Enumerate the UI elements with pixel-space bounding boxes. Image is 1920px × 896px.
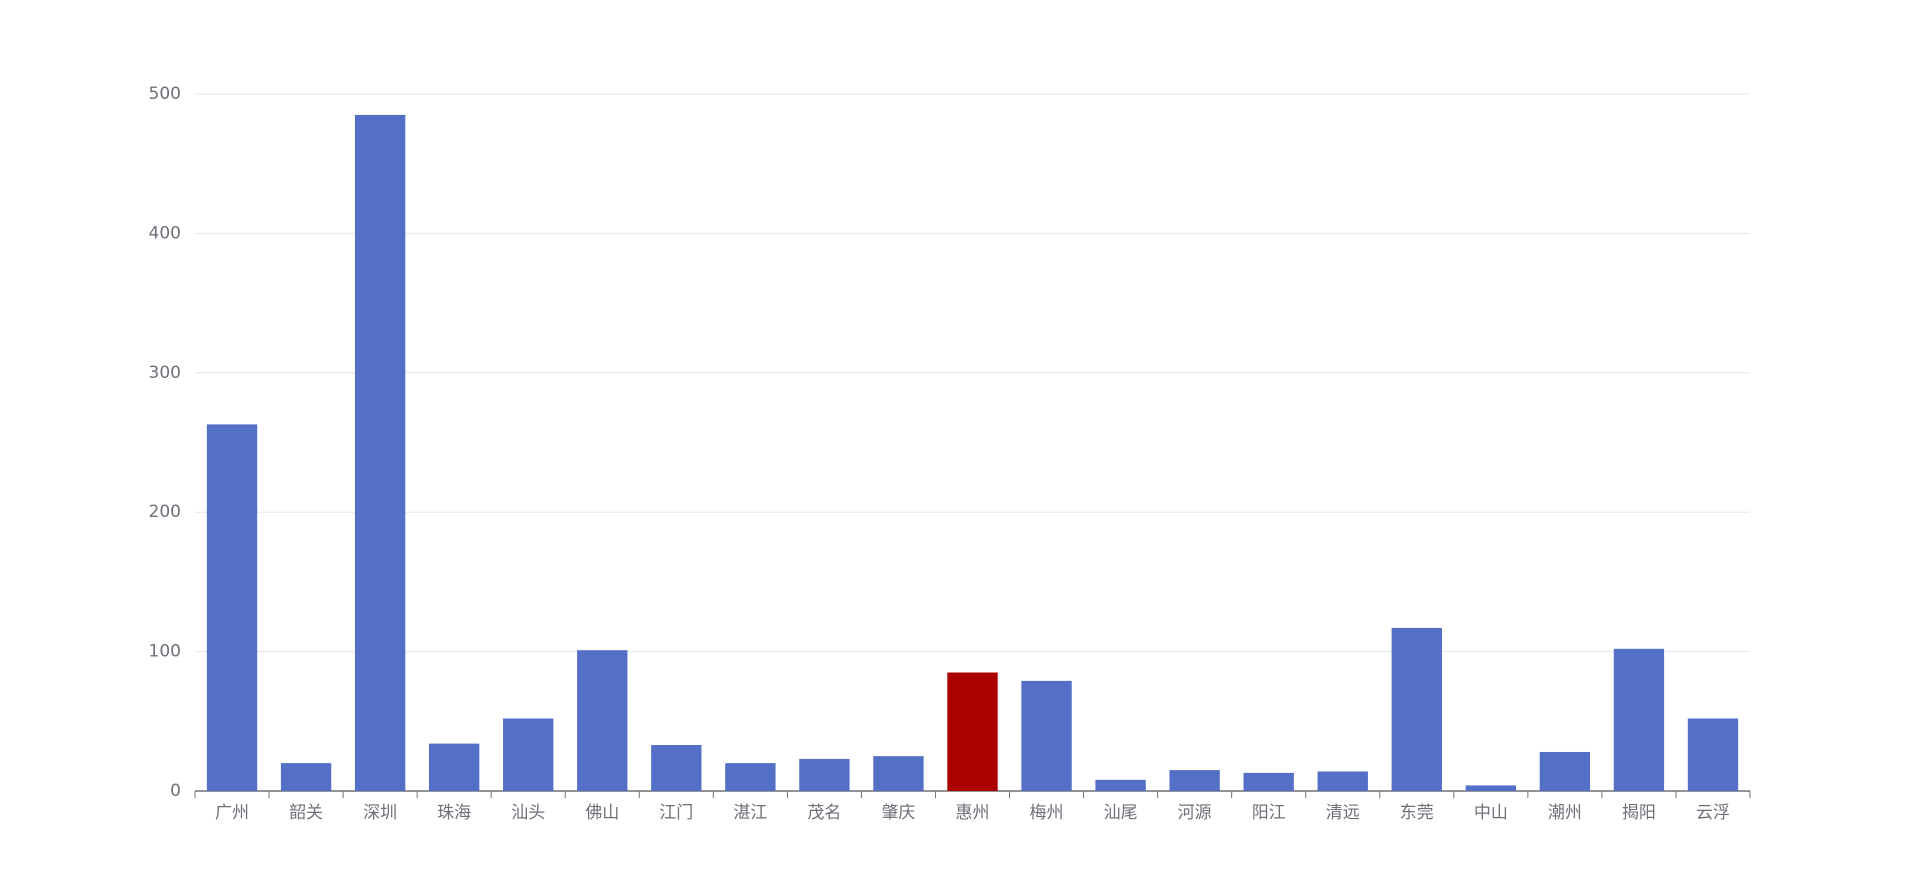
bar <box>354 114 406 791</box>
bar <box>1243 772 1294 791</box>
x-tick-label: 湛江 <box>733 803 767 823</box>
bar <box>799 758 850 791</box>
bar <box>651 744 702 791</box>
y-tick-label: 200 <box>149 502 181 522</box>
bar <box>280 763 332 791</box>
bar <box>1021 680 1072 791</box>
bar <box>577 650 628 791</box>
x-tick-label: 江门 <box>659 803 693 823</box>
y-tick-label: 100 <box>149 642 181 662</box>
bar <box>1539 751 1591 791</box>
x-tick-label: 广州 <box>215 803 249 823</box>
x-tick-label: 河源 <box>1178 803 1212 823</box>
bar <box>428 743 480 791</box>
x-tick-label: 汕头 <box>511 803 545 823</box>
x-tick-label: 茂名 <box>807 803 841 823</box>
bar <box>1391 627 1442 791</box>
bar <box>947 672 998 791</box>
x-tick-label: 佛山 <box>585 803 619 823</box>
bar <box>725 763 776 791</box>
x-tick-label: 惠州 <box>956 803 990 823</box>
x-tick-label: 清远 <box>1326 803 1360 823</box>
y-tick-label: 500 <box>149 84 181 104</box>
y-tick-label: 400 <box>149 223 181 243</box>
bar <box>503 718 554 791</box>
x-tick-label: 中山 <box>1474 803 1508 823</box>
x-tick-label: 云浮 <box>1696 803 1730 823</box>
bar <box>873 756 924 791</box>
bar <box>1613 648 1665 791</box>
bar <box>1465 785 1517 791</box>
x-tick-label: 韶关 <box>289 803 323 823</box>
bar <box>1687 718 1739 791</box>
bar <box>1095 779 1146 791</box>
bar <box>206 424 258 791</box>
x-tick-label: 潮州 <box>1548 803 1582 823</box>
x-tick-label: 揭阳 <box>1622 803 1656 823</box>
y-tick-label: 300 <box>149 363 181 383</box>
x-tick-label: 东莞 <box>1400 803 1434 823</box>
y-tick-label: 0 <box>170 781 181 801</box>
x-tick-label: 梅州 <box>1030 803 1064 823</box>
x-tick-label: 深圳 <box>363 803 397 823</box>
x-tick-label: 汕尾 <box>1104 803 1138 823</box>
bar <box>1169 770 1220 791</box>
x-tick-label: 阳江 <box>1252 803 1286 823</box>
x-tick-label: 肇庆 <box>881 803 915 823</box>
bar <box>1317 771 1368 791</box>
x-tick-label: 珠海 <box>437 803 471 823</box>
